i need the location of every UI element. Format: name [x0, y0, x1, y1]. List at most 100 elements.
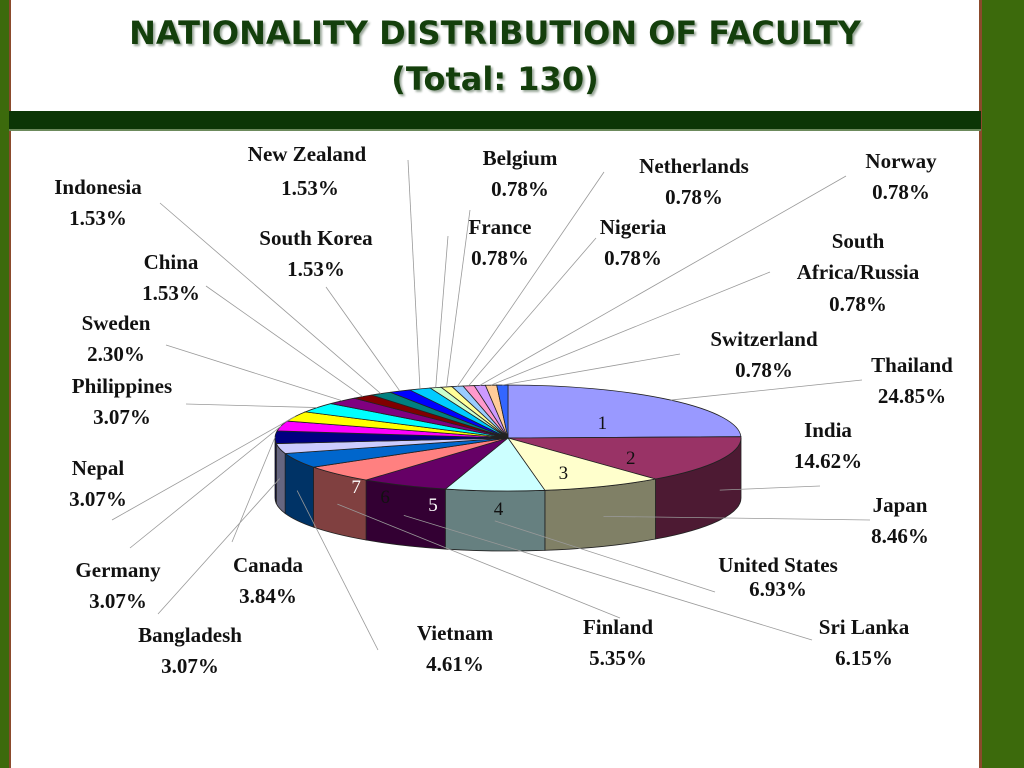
label-canada: Canada 3.84% — [233, 553, 304, 608]
label-value-china: 1.53% — [142, 281, 200, 305]
label-value-nigeria: 0.78% — [604, 246, 662, 270]
label-name-nepal: Nepal — [72, 456, 125, 480]
label-value-switzerland: 0.78% — [735, 358, 793, 382]
label-name-nigeria: Nigeria — [600, 215, 667, 239]
label-name-norway: Norway — [865, 149, 937, 173]
leader-line-bangladesh — [157, 478, 280, 615]
label-nepal: Nepal 3.07% — [69, 456, 127, 511]
label-indonesia: Indonesia 1.53% — [54, 175, 142, 230]
label-value-philippines: 3.07% — [93, 405, 151, 429]
page-title: NATIONALITY DISTRIBUTION OF FACULTY — [129, 14, 861, 52]
label-name-sri-lanka: Sri Lanka — [819, 615, 910, 639]
label-value-norway: 0.78% — [872, 180, 930, 204]
pie-top — [274, 384, 742, 492]
label-name-south-korea: South Korea — [259, 226, 373, 250]
label-name-south-africa-russia: South Africa/Russia — [797, 229, 920, 284]
label-value-indonesia: 1.53% — [69, 206, 127, 230]
leader-line-china — [205, 285, 363, 397]
label-name-new-zealand: New Zealand — [248, 142, 367, 166]
leader-line-canada — [231, 437, 276, 543]
label-value-germany: 3.07% — [89, 589, 147, 613]
slice-number-7: 7 — [351, 477, 361, 498]
label-name-bangladesh: Bangladesh — [138, 623, 242, 647]
slice-japan — [507, 437, 656, 491]
label-france: France 0.78% — [469, 215, 532, 270]
leader-line-nigeria — [468, 237, 597, 387]
label-value-thailand: 24.85% — [878, 384, 946, 408]
label-norway: Norway 0.78% — [865, 149, 937, 204]
label-value-canada: 3.84% — [239, 584, 297, 608]
label-name-france: France — [469, 215, 532, 239]
label-name-japan: Japan — [873, 493, 928, 517]
label-value-united-states: 6.93% — [749, 577, 807, 601]
leader-line-france — [435, 235, 449, 388]
label-value-japan: 8.46% — [871, 524, 929, 548]
label-name-germany: Germany — [75, 558, 161, 582]
label-new-zealand: New Zealand 1.53% — [248, 142, 367, 200]
slice-number-3: 3 — [559, 463, 569, 484]
leader-line-belgium — [446, 209, 471, 387]
leader-line-indonesia — [159, 202, 382, 394]
label-value-new-zealand: 1.53% — [281, 176, 339, 200]
page-subtitle-total: (Total: 130) — [391, 60, 599, 98]
label-name-belgium: Belgium — [483, 146, 558, 170]
leader-line-south-africa-russia — [490, 271, 771, 386]
label-value-belgium: 0.78% — [491, 177, 549, 201]
leader-line-philippines — [185, 403, 318, 408]
label-thailand: Thailand 24.85% — [871, 353, 953, 408]
label-switzerland: Switzerland 0.78% — [710, 327, 818, 382]
label-name-netherlands: Netherlands — [639, 154, 749, 178]
label-value-sweden: 2.30% — [87, 342, 145, 366]
label-value-netherlands: 0.78% — [665, 185, 723, 209]
leader-line-vietnam — [296, 490, 379, 651]
label-china: China 1.53% — [142, 250, 200, 305]
title-divider-bar — [9, 111, 981, 131]
leader-line-germany — [129, 425, 282, 549]
slice-number-2: 2 — [626, 448, 636, 469]
label-name-vietnam: Vietnam — [417, 621, 494, 645]
leader-line-south-korea — [325, 286, 401, 392]
label-name-united-states: United States — [718, 553, 838, 577]
label-sweden: Sweden 2.30% — [82, 311, 151, 366]
slice-number-1: 1 — [598, 413, 608, 434]
label-name-thailand: Thailand — [871, 353, 953, 377]
slice-side-canada — [274, 437, 277, 504]
label-value-france: 0.78% — [471, 246, 529, 270]
label-sri-lanka: Sri Lanka 6.15% — [819, 615, 910, 670]
label-south-korea: South Korea 1.53% — [259, 226, 373, 281]
label-value-bangladesh: 3.07% — [161, 654, 219, 678]
leader-line-united-states — [494, 520, 716, 593]
leader-line-india — [719, 485, 821, 491]
slice-side-bangladesh — [275, 443, 286, 515]
label-japan: Japan 8.46% — [871, 493, 929, 548]
label-vietnam: Vietnam 4.61% — [417, 621, 494, 676]
label-name-india: India — [804, 418, 852, 442]
label-value-vietnam: 4.61% — [426, 652, 484, 676]
right-frame-border — [979, 0, 1024, 768]
label-germany: Germany 3.07% — [75, 558, 161, 613]
label-belgium: Belgium 0.78% — [483, 146, 558, 201]
leader-line-norway — [479, 175, 847, 386]
slice-thailand — [507, 384, 742, 439]
leader-line-netherlands — [457, 171, 605, 387]
leader-line-sri-lanka — [403, 515, 813, 641]
leader-line-switzerland — [502, 353, 681, 386]
label-finland: Finland 5.35% — [583, 615, 653, 670]
leader-lines — [111, 159, 871, 651]
label-bangladesh: Bangladesh 3.07% — [138, 623, 242, 678]
slice-number-4: 4 — [494, 499, 504, 520]
label-india: India 14.62% — [794, 418, 862, 473]
slice-number-5: 5 — [428, 495, 438, 516]
left-frame-border — [0, 0, 11, 768]
label-value-sri-lanka: 6.15% — [835, 646, 893, 670]
label-name-sweden: Sweden — [82, 311, 151, 335]
label-south-africa-russia: South Africa/Russia 0.78% — [797, 229, 920, 316]
label-value-south-korea: 1.53% — [287, 257, 345, 281]
label-value-finland: 5.35% — [589, 646, 647, 670]
label-name-canada: Canada — [233, 553, 304, 577]
leader-line-thailand — [670, 379, 863, 401]
label-name-finland: Finland — [583, 615, 653, 639]
label-name-china: China — [144, 250, 199, 274]
